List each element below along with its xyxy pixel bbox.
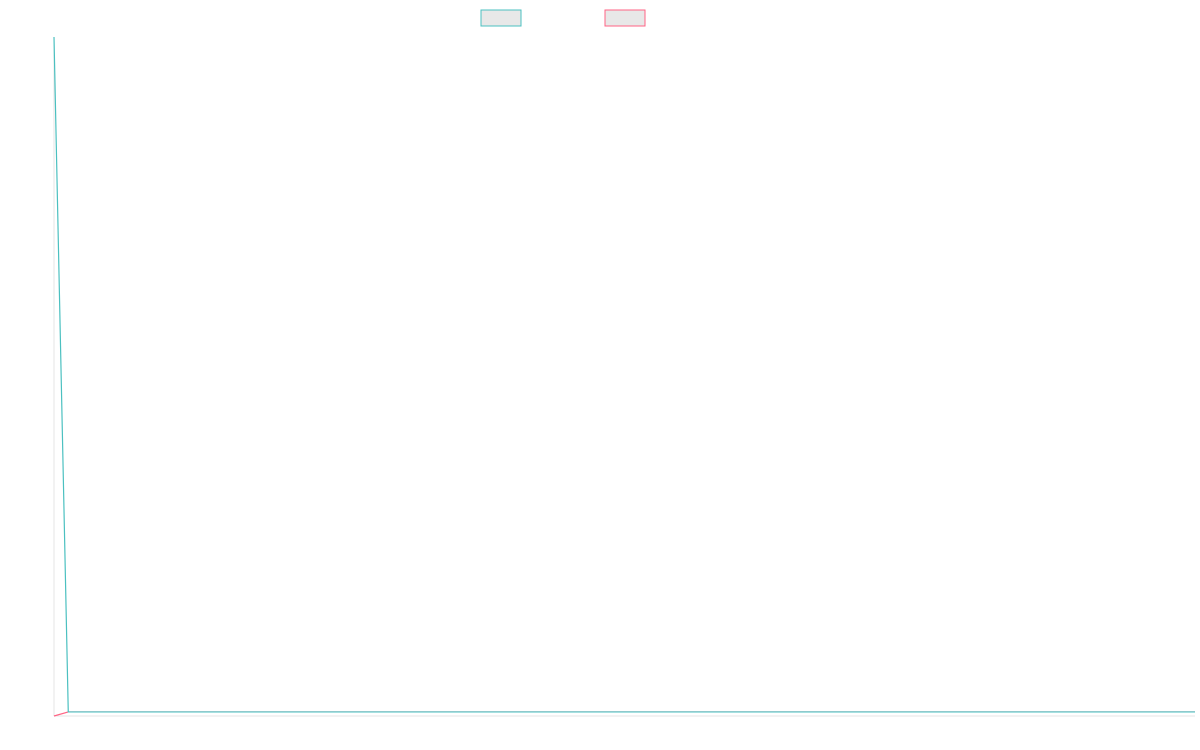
- chart-legend: [480, 9, 646, 27]
- series-line-2: [53, 711, 1195, 717]
- legend-swatch-2[interactable]: [604, 9, 646, 27]
- chart-series-group: [53, 36, 1195, 717]
- legend-swatch-1[interactable]: [480, 9, 522, 27]
- series-line-1: [53, 36, 1195, 713]
- chart-axes: [53, 37, 1195, 717]
